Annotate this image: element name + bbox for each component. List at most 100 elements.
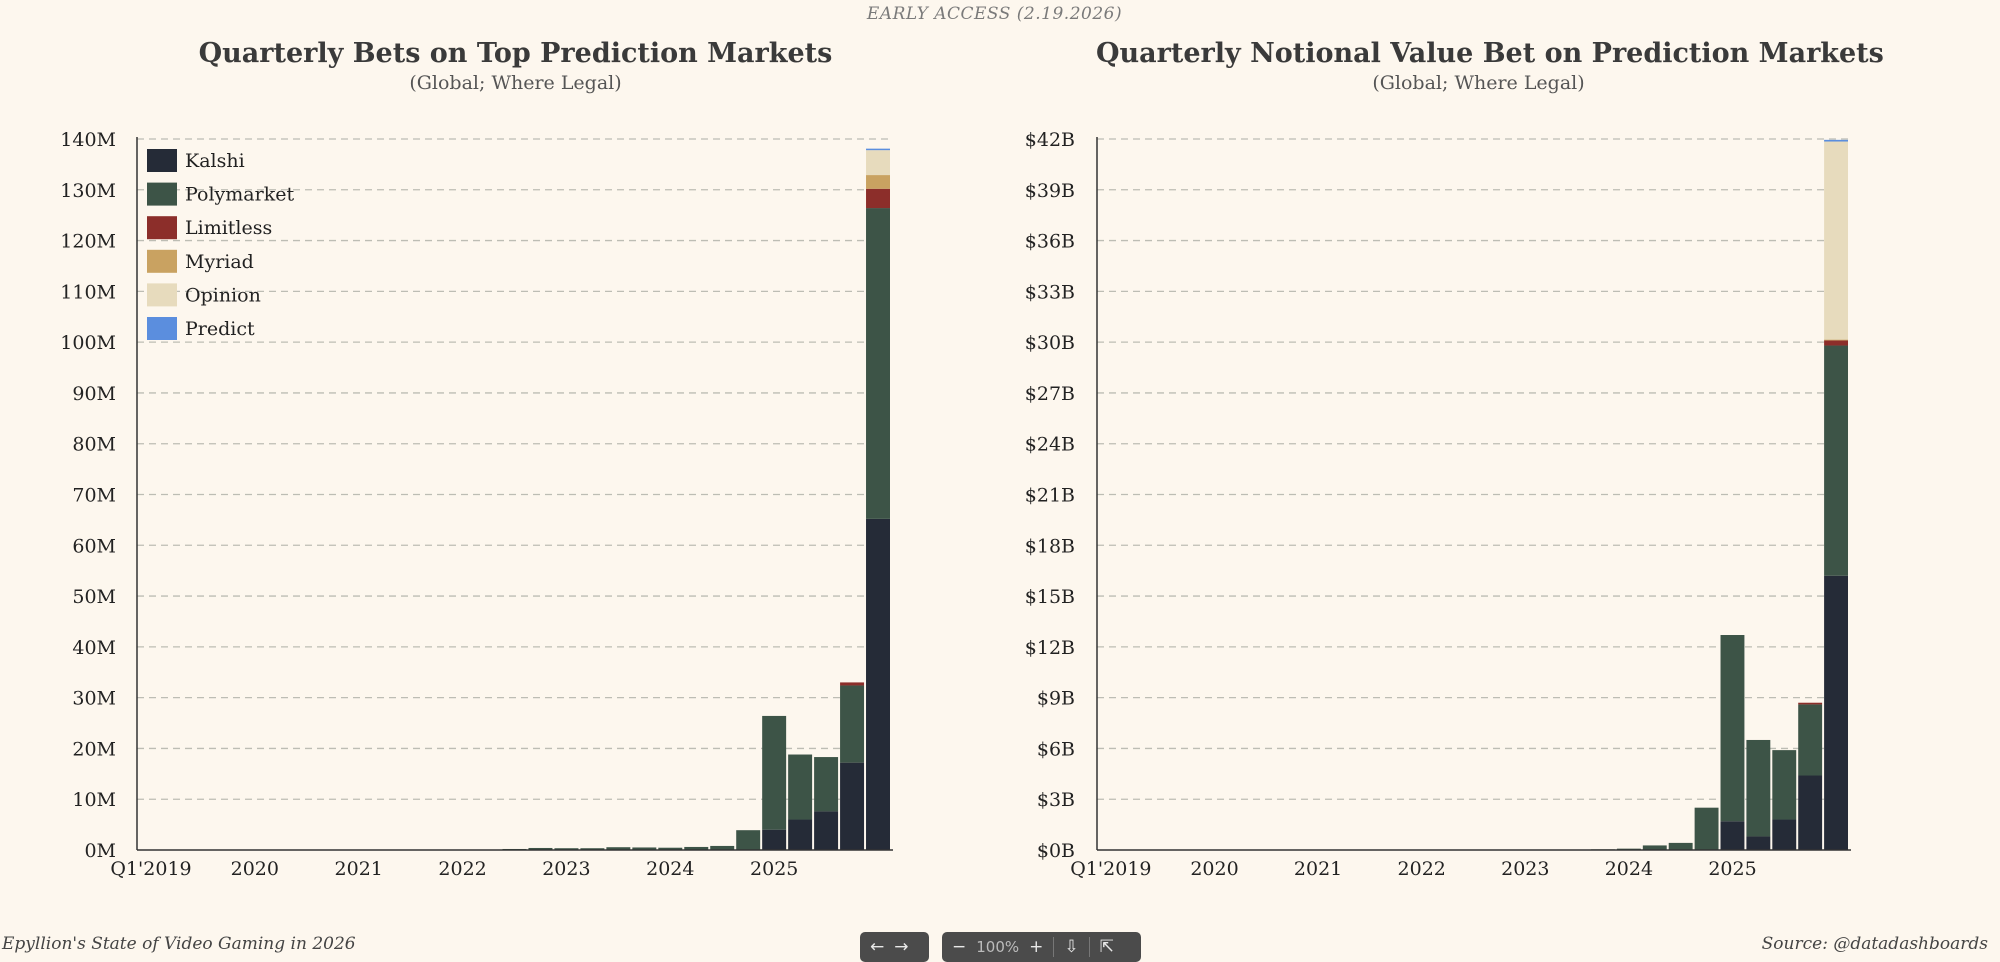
toolbar-divider [1088,937,1090,957]
bar-kalshi [814,811,839,850]
x-tick-label: 2020 [1190,858,1238,880]
y-tick-label: $12B [1025,637,1075,659]
bar-polymarket [684,846,709,850]
y-tick-label: 0M [84,840,116,862]
legend-label-kalshi: Kalshi [185,150,245,172]
arrow-right-icon[interactable]: → [894,937,909,957]
legend-label-polymarket: Polymarket [185,184,294,206]
y-tick-label: 100M [60,332,116,354]
y-tick-label: 90M [72,383,116,405]
zoom-in-icon[interactable]: + [1029,937,1044,957]
bar-polymarket [528,847,553,850]
bar-kalshi [1720,821,1745,850]
bar-polymarket [658,847,683,850]
bar-limitless [1798,702,1823,705]
bar-polymarket [1798,704,1823,776]
bar-polymarket [1772,750,1797,820]
toolbar-divider [1053,937,1055,957]
bar-polymarket [606,847,631,850]
early-access-label: EARLY ACCESS (2.19.2026) [866,4,1123,24]
bar-polymarket [1668,842,1693,850]
legend-swatch-opinion [147,283,177,307]
x-tick-label: 2021 [335,858,383,880]
y-tick-label: $9B [1037,688,1075,710]
y-tick-label: 70M [72,485,116,507]
legend-swatch-kalshi [147,149,177,172]
footer-source: Source: @datadashboards [1761,934,1988,954]
y-tick-label: $42B [1025,129,1075,151]
download-icon[interactable]: ⇩ [1064,937,1079,957]
arrow-left-icon[interactable]: ← [870,937,885,957]
fullscreen-icon[interactable]: ⇱ [1099,937,1114,957]
x-tick-label: 2024 [646,858,694,880]
x-tick-label: 2022 [1398,858,1446,880]
bar-kalshi [762,829,787,850]
bar-kalshi [1746,836,1771,850]
x-tick-label: 2024 [1605,858,1653,880]
x-tick-label: 2021 [1294,858,1342,880]
legend-swatch-polymarket [147,182,177,206]
bar-limitless [1824,340,1848,346]
bar-kalshi [866,518,890,850]
x-tick-label: 2020 [231,858,279,880]
bar-myriad [1824,339,1848,341]
y-tick-label: 130M [60,180,116,202]
y-tick-label: 120M [60,231,116,253]
chart-1-title: Quarterly Bets on Top Prediction Markets [198,38,833,69]
legend-label-limitless: Limitless [185,217,272,239]
bar-predict [1824,139,1848,142]
page-nav-toolbar: ← → [860,932,929,962]
y-tick-label: $3B [1037,789,1075,811]
bar-myriad [866,175,890,189]
bar-kalshi [1772,819,1797,850]
y-tick-label: 60M [72,535,116,557]
legend-swatch-predict [147,317,177,340]
x-tick-label: Q1'2019 [110,858,191,880]
y-tick-label: 50M [72,586,116,608]
zoom-toolbar: − 100% + ⇩ ⇱ [942,932,1141,962]
bar-polymarket [1642,845,1667,850]
y-tick-label: $15B [1025,586,1075,608]
y-tick-label: $33B [1025,281,1075,303]
zoom-level: 100% [976,938,1020,956]
y-tick-label: 20M [72,738,116,760]
bar-limitless [840,682,865,686]
y-tick-label: 80M [72,434,116,456]
chart-2-subtitle: (Global; Where Legal) [1372,72,1585,94]
x-tick-label: 2023 [1501,858,1549,880]
zoom-out-icon[interactable]: − [952,937,967,957]
chart-1-subtitle: (Global; Where Legal) [409,72,622,94]
bar-polymarket [736,830,761,850]
bar-polymarket [840,685,865,763]
x-tick-label: 2025 [750,858,798,880]
y-tick-label: 30M [72,688,116,710]
bar-polymarket [866,208,890,519]
footer-report-title: Epyllion's State of Video Gaming in 2026 [2,934,356,954]
y-tick-label: $30B [1025,332,1075,354]
bar-opinion [866,150,890,176]
legend-swatch-myriad [147,249,177,273]
bar-polymarket [554,848,579,850]
bar-polymarket [632,847,657,850]
legend-label-opinion: Opinion [185,284,261,306]
bar-polymarket [1824,345,1848,576]
y-tick-label: $21B [1025,485,1075,507]
y-tick-label: $27B [1025,383,1075,405]
bar-kalshi [840,762,865,850]
x-tick-label: 2023 [542,858,590,880]
legend-label-myriad: Myriad [185,251,254,273]
bar-limitless [866,188,890,209]
bar-kalshi [788,819,813,850]
bar-polymarket [710,845,735,850]
legend-label-predict: Predict [185,318,255,340]
bar-polymarket [762,715,787,830]
y-tick-label: $24B [1025,434,1075,456]
x-tick-label: 2025 [1708,858,1756,880]
y-tick-label: 110M [60,281,116,303]
bar-kalshi [1824,575,1848,850]
y-tick-label: 40M [72,637,116,659]
bar-polymarket [814,757,839,812]
x-tick-label: 2022 [438,858,486,880]
y-tick-label: $0B [1037,840,1075,862]
